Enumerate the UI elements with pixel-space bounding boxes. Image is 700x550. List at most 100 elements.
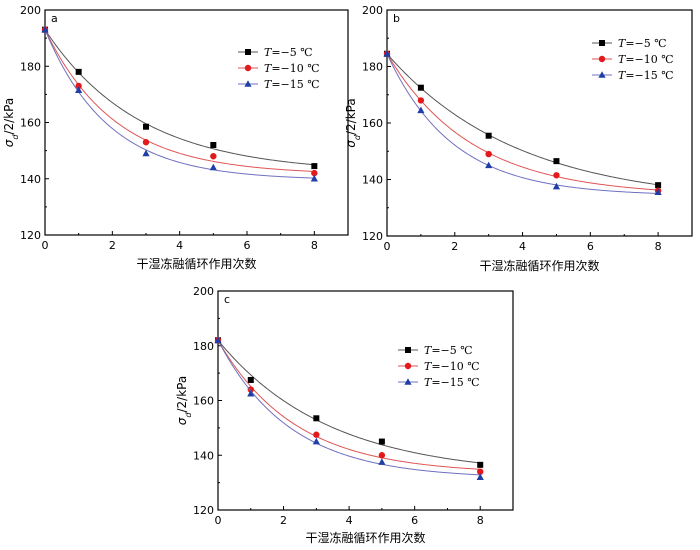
x-tick-label: 4 [346,514,353,527]
data-point-series-1 [655,182,662,189]
x-tick-label: 0 [42,239,49,252]
data-point-series-2 [247,386,254,393]
legend-label: T=−10 ℃ [424,360,480,373]
data-point-series-3 [552,182,561,190]
plot-frame [44,9,349,236]
data-point-series-1 [485,132,492,139]
x-tick-label: 6 [587,240,594,253]
fit-curve-series-1 [44,29,315,166]
y-tick-label: 160 [362,117,383,130]
panel-label: b [393,12,400,25]
x-tick-label: 6 [411,514,418,527]
x-tick-label: 0 [384,240,391,253]
data-point-series-3 [247,389,255,397]
y-tick-label: 160 [20,117,41,130]
x-tick-label: 6 [244,239,251,252]
legend-marker-series-1 [599,40,605,46]
data-point-series-3 [654,188,662,196]
legend-label: T=−5 ℃ [264,46,313,59]
data-point-series-2 [417,97,425,104]
legend-marker-series-2 [598,55,606,63]
fit-curve-series-2 [44,29,315,172]
y-axis-title: σd/2/kPa [2,98,20,147]
x-tick-label: 2 [109,239,116,252]
legend-marker-series-1 [405,347,411,353]
legend-marker-series-3 [404,378,412,385]
legend: T=−5 ℃ T=−10 ℃ T=−15 ℃ [398,344,480,389]
x-tick-label: 4 [176,239,183,252]
data-point-series-2 [378,452,386,459]
legend-marker-series-2 [404,362,412,370]
chart-panel-a: a 0 2 4 6 8 120 140 160 180 200 干湿冻融循环作用次数 σd/2/kPa T… [2,4,349,271]
plot-frame [217,290,514,511]
data-point-series-1 [378,438,385,445]
data-point-series-3 [75,86,83,93]
x-tick-label: 0 [215,514,222,527]
data-point-series-1 [417,84,424,91]
legend: T=−5 ℃ T=−10 ℃ T=−15 ℃ [238,46,320,91]
data-point-series-3 [476,473,484,480]
data-point-series-3 [383,49,391,57]
data-point-series-1 [143,123,149,130]
x-axis-title: 干湿冻融循环作用次数 [136,256,256,271]
y-tick-label: 200 [362,4,383,17]
data-point-series-2 [311,169,318,177]
fit-curve-series-1 [386,53,659,186]
data-point-series-3 [209,163,217,171]
y-tick-label: 180 [362,61,383,74]
panel-label: c [224,293,230,306]
data-point-series-1 [75,68,82,75]
data-point-series-3 [485,161,493,169]
x-tick-label: 8 [311,239,318,252]
x-axis-title: 干湿冻融循环作用次数 [305,530,425,545]
y-tick-label: 180 [193,340,214,353]
data-point-series-2 [313,431,320,438]
legend-label: T=−15 ℃ [264,78,320,91]
x-tick-label: 4 [519,240,526,253]
chart-panel-b: b 0 2 4 6 8 120 140 160 180 200 干湿冻融循环作用次数 σd/2/kPa T… [344,4,693,273]
y-tick-label: 140 [20,173,41,186]
fit-curve-series-3 [386,53,659,194]
x-tick-label: 2 [451,240,458,253]
legend-marker-series-2 [244,64,252,72]
data-point-series-1 [210,142,217,148]
data-point-series-3 [142,149,150,157]
y-tick-label: 180 [20,60,41,73]
legend-marker-series-3 [598,71,606,78]
data-point-series-1 [313,415,320,422]
y-tick-label: 200 [193,285,214,298]
chart-panel-c: c 0 2 4 6 8 120 140 160 180 200 干湿冻融循环作用次数 σd/2/kPa T… [175,285,514,545]
data-point-series-3 [312,437,320,445]
y-axis-title: σd/2/kPa [175,376,193,425]
data-point-series-3 [378,458,386,465]
fit-curve-series-3 [44,29,315,179]
legend-label: T=−10 ℃ [264,62,320,75]
legend-marker-series-3 [244,80,252,87]
legend-label: T=−5 ℃ [618,37,667,50]
y-tick-label: 120 [193,504,214,517]
data-point-series-2 [485,150,492,158]
data-point-series-2 [477,468,484,475]
y-tick-label: 140 [193,449,214,462]
data-point-series-3 [417,106,425,114]
data-point-series-2 [553,172,560,179]
legend-label: T=−15 ℃ [424,376,480,389]
y-tick-label: 120 [362,230,383,243]
legend-label: T=−10 ℃ [618,53,674,66]
fit-curve-series-2 [386,53,659,191]
panel-label: a [51,12,58,25]
fit-curve-series-2 [217,340,481,470]
legend-label: T=−5 ℃ [424,344,473,357]
y-tick-label: 120 [20,229,41,242]
data-point-series-1 [553,158,560,165]
data-point-series-2 [75,82,82,90]
data-point-series-1 [477,461,484,468]
y-axis-title: σd/2/kPa [344,98,362,147]
data-point-series-3 [214,336,222,344]
x-tick-label: 8 [477,514,484,527]
data-point-series-3 [41,25,49,33]
y-tick-label: 200 [20,4,41,17]
legend: T=−5 ℃ T=−10 ℃ T=−15 ℃ [592,37,674,82]
fit-curve-series-3 [217,340,481,476]
